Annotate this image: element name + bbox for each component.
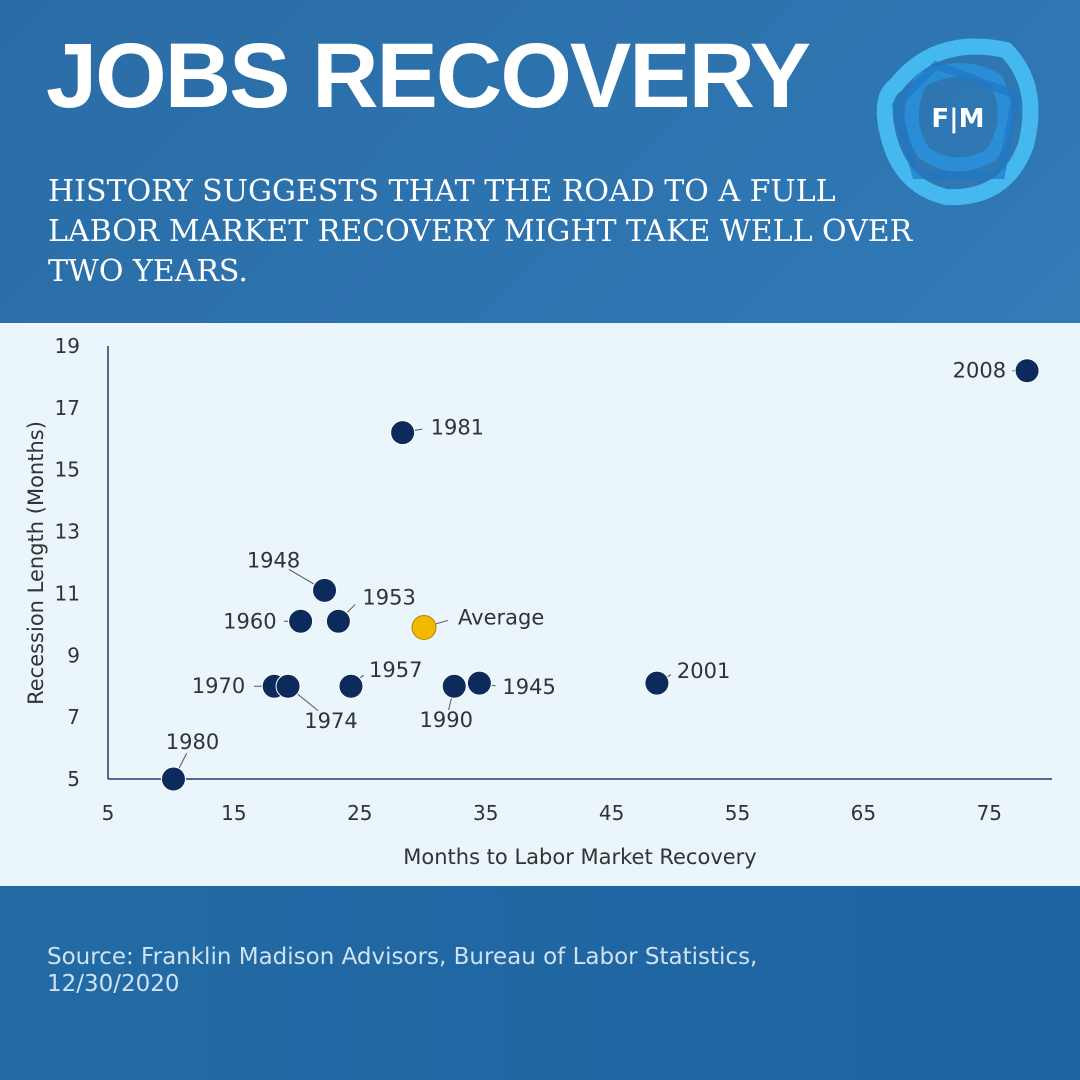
x-tick-label: 35 xyxy=(473,801,498,825)
x-tick-label: 15 xyxy=(221,801,246,825)
point-label: 1948 xyxy=(247,548,300,572)
data-point xyxy=(338,673,364,699)
point-label: 1960 xyxy=(223,609,276,633)
point-label: 2008 xyxy=(953,359,1006,383)
data-point xyxy=(288,608,314,634)
x-tick-label: 45 xyxy=(599,801,624,825)
page-subtitle: HISTORY SUGGESTS THAT THE ROAD TO A FULL… xyxy=(48,174,913,289)
point-label: Average xyxy=(458,605,544,629)
source-note: Source: Franklin Madison Advisors, Burea… xyxy=(47,944,758,997)
point-label: 1980 xyxy=(166,730,219,754)
point-label: 1953 xyxy=(362,585,415,609)
data-point xyxy=(275,673,301,699)
point-label: 1957 xyxy=(369,658,422,682)
y-axis-label: Recession Length (Months) xyxy=(24,421,48,705)
data-point xyxy=(390,420,416,446)
logo-text: F|M xyxy=(931,104,984,134)
point-label: 1981 xyxy=(431,416,484,440)
data-point xyxy=(644,670,670,696)
fm-logo-icon: F|M xyxy=(876,38,1039,206)
y-tick-label: 17 xyxy=(55,396,80,420)
page-title: JOBS RECOVERY xyxy=(46,25,811,127)
data-point xyxy=(1014,358,1040,384)
x-axis-label: Months to Labor Market Recovery xyxy=(403,845,756,869)
scatter-chart: 5 15 25 35 45 55 65 75 5 7 9 11 13 15 17 19 1980 1970 197… xyxy=(24,334,1052,869)
footer xyxy=(0,886,1080,1080)
x-tick-label: 5 xyxy=(102,801,115,825)
y-tick-label: 7 xyxy=(67,705,80,729)
y-tick-label: 5 xyxy=(67,767,80,791)
x-tick-label: 25 xyxy=(347,801,372,825)
average-point xyxy=(411,614,437,640)
y-tick-label: 11 xyxy=(55,581,80,605)
data-point xyxy=(441,673,467,699)
point-label: 2001 xyxy=(677,659,730,683)
point-label: 1990 xyxy=(419,708,472,732)
chart-area: 5 15 25 35 45 55 65 75 5 7 9 11 13 15 17 19 1980 1970 197… xyxy=(0,323,1080,886)
y-tick-label: 19 xyxy=(55,334,80,358)
point-label: 1970 xyxy=(192,674,245,698)
data-point xyxy=(312,577,338,603)
data-point xyxy=(325,608,351,634)
y-tick-label: 13 xyxy=(55,520,80,544)
y-tick-label: 9 xyxy=(67,643,80,667)
data-point xyxy=(466,670,492,696)
data-point xyxy=(160,766,186,792)
y-tick-label: 15 xyxy=(55,458,80,482)
point-label: 1974 xyxy=(304,709,357,733)
x-tick-label: 55 xyxy=(725,801,750,825)
x-tick-label: 65 xyxy=(851,801,876,825)
point-label: 1945 xyxy=(502,675,555,699)
x-tick-label: 75 xyxy=(977,801,1002,825)
